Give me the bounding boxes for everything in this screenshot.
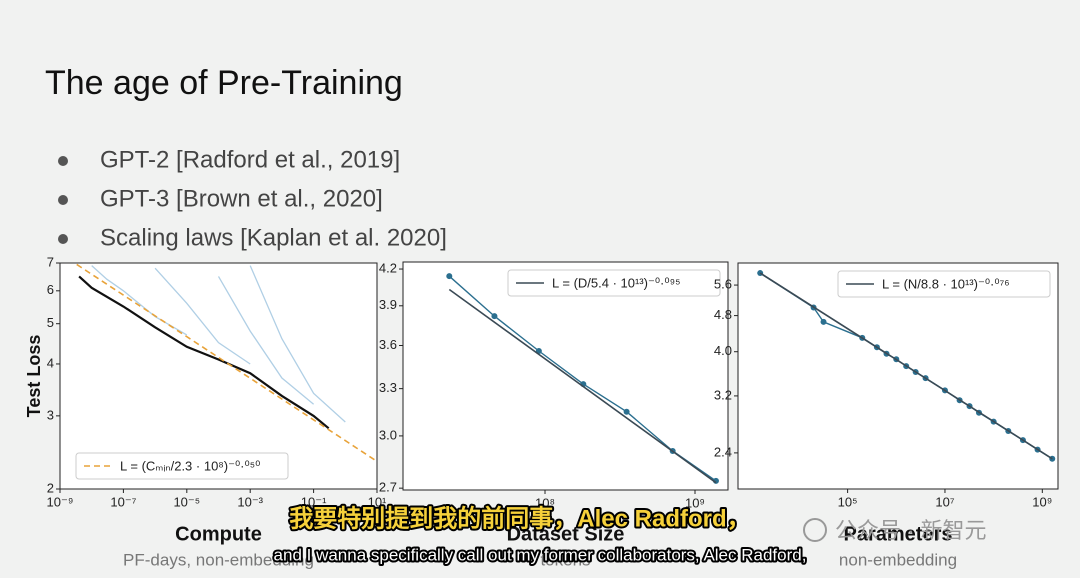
data-line: [91, 265, 188, 336]
x-tick-label: 10¹: [368, 494, 387, 509]
slide-title: The age of Pre-Training: [45, 64, 403, 102]
bullet-dot: [58, 156, 68, 166]
y-tick-label: 6: [47, 282, 54, 297]
data-line: [249, 265, 346, 423]
data-point: [446, 273, 453, 280]
watermark: 公众号 · 新智元: [803, 518, 987, 543]
y-tick-label: 7: [47, 254, 54, 269]
x-tick-label: 10⁷: [935, 494, 954, 509]
plot: [757, 270, 1056, 462]
x-tick-label: 10⁻¹: [301, 494, 327, 509]
charts: 10⁻⁹ 10⁻⁷ 10⁻⁵ 10⁻³ 10⁻¹ 10¹ 2 3 4 5 6 7 Compute PF-d…: [24, 254, 1059, 569]
y-tick-label: 3.9: [379, 297, 397, 312]
legend-box: [507, 269, 721, 297]
x-axis-label: Compute: [175, 523, 262, 545]
fit-line: [759, 272, 1053, 460]
y-tick-label: 3.0: [379, 427, 397, 442]
x-axis-note: tokens: [540, 550, 590, 569]
bullet-dot: [58, 234, 68, 244]
legend-box: [75, 452, 289, 480]
data-line: [78, 275, 330, 430]
x-tick-label: 10⁻³: [237, 494, 263, 509]
watermark-icon: [803, 518, 827, 542]
plot-frame: [737, 262, 1059, 490]
x-tick-label: 10⁻⁵: [173, 494, 200, 509]
data-point: [491, 313, 498, 320]
plot-area: [738, 263, 1058, 489]
chart: 10⁸ 10⁹ 2.7 3.0 3.3 3.6 3.9 4.2 Dataset Size toke…: [379, 260, 729, 569]
x-axis-note: non-embedding: [839, 550, 957, 569]
y-tick-label: 3.6: [379, 337, 397, 352]
y-tick-label: 2: [47, 480, 54, 495]
y-tick-label: 4.2: [379, 260, 397, 275]
y-tick-label: 4.0: [714, 343, 732, 358]
y-tick-label: 2.7: [379, 480, 397, 495]
watermark-text: 公众号 · 新智元: [835, 518, 987, 543]
x-tick-label: 10⁻⁷: [110, 494, 136, 509]
plot: [446, 273, 719, 484]
legend-box: [837, 270, 1051, 298]
subtitle-en: and I wanna specifically call out my for…: [274, 545, 807, 564]
y-tick-label: 2.4: [714, 444, 732, 459]
legend-label: L = (D/5.4 · 10¹³)⁻⁰·⁰⁹⁵: [552, 275, 681, 290]
legend-label: L = (N/8.8 · 10¹³)⁻⁰·⁰⁷⁶: [882, 276, 1010, 291]
y-tick-label: 5: [47, 315, 54, 330]
bullet: GPT-2 [Radford et al., 2019]: [100, 146, 400, 173]
x-axis-note: PF-days, non-embedding: [123, 550, 314, 569]
x-tick-label: 10⁻⁹: [47, 494, 74, 509]
y-tick-label: 5.6: [714, 277, 732, 292]
x-axis-label: Dataset Size: [507, 523, 625, 545]
fit-line: [448, 288, 717, 484]
chart: 10⁵ 10⁷ 10⁹ 2.4 3.2 4.0 4.8 5.6 Parameters non-em…: [714, 262, 1059, 569]
plot-frame: [59, 262, 378, 490]
x-tick-label: 10⁵: [838, 494, 858, 509]
data-point: [820, 318, 827, 325]
subtitle-zh: 我要特别提到我的前同事，Alec Radford，: [289, 504, 750, 532]
plot: [73, 263, 377, 463]
x-tick-label: 10⁹: [685, 495, 705, 510]
x-tick-label: 10⁸: [535, 495, 555, 510]
x-tick-label: 10⁹: [1032, 494, 1052, 509]
plot-frame: [402, 261, 729, 491]
y-tick-label: 4.8: [714, 307, 732, 322]
data-line: [154, 267, 251, 365]
bullet: GPT-3 [Brown et al., 2020]: [100, 185, 383, 212]
legend-label: L = (Cₘᵢₙ/2.3 · 10⁸)⁻⁰·⁰⁵⁰: [120, 458, 260, 473]
chart: 10⁻⁹ 10⁻⁷ 10⁻⁵ 10⁻³ 10⁻¹ 10¹ 2 3 4 5 6 7 Compute PF-d…: [24, 254, 387, 569]
x-axis-label: Parameters: [844, 523, 953, 545]
y-tick-label: 3: [47, 407, 54, 422]
y-tick-label: 3.2: [714, 387, 732, 402]
data-line: [217, 276, 315, 405]
y-axis-label: Test Loss: [24, 335, 44, 418]
bullet-dot: [58, 195, 68, 205]
bullet: Scaling laws [Kaplan et al. 2020]: [100, 224, 447, 251]
y-tick-label: 3.3: [379, 380, 397, 395]
y-tick-label: 4: [47, 355, 54, 370]
fit-line: [73, 263, 377, 463]
data-point: [623, 408, 630, 415]
